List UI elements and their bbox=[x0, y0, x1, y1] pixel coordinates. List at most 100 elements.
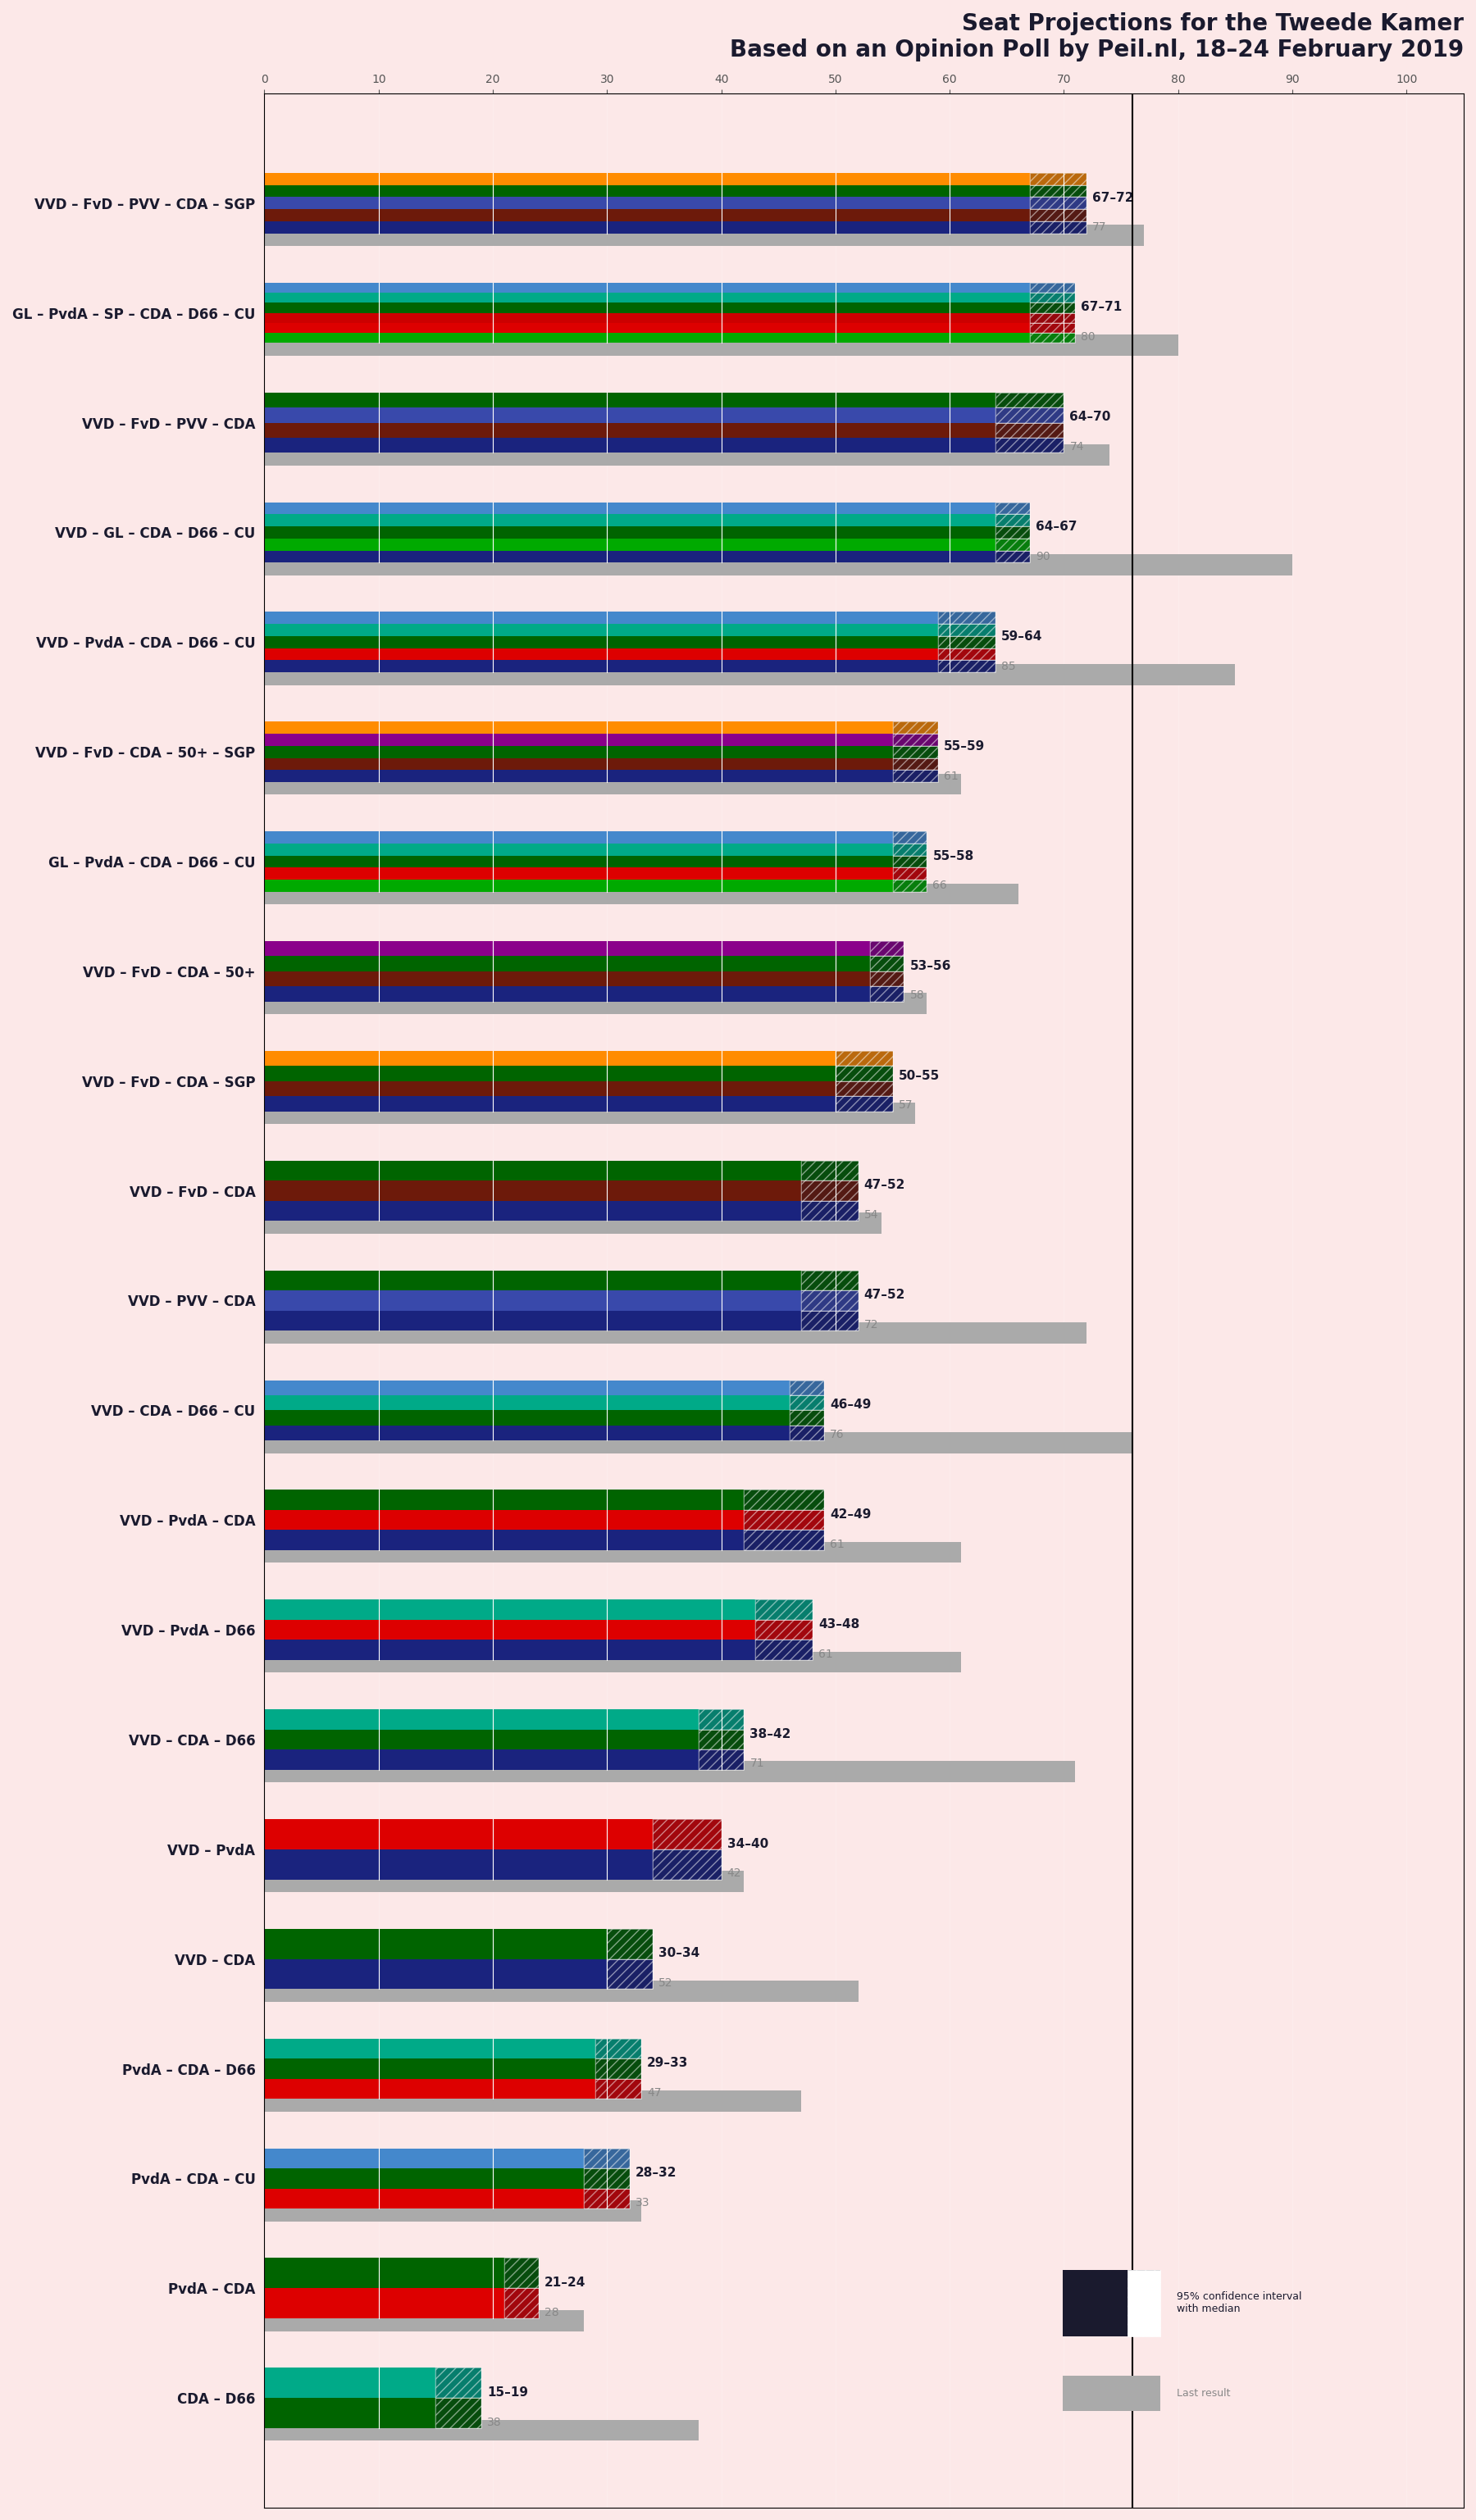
Bar bbox=[790, 1396, 824, 1411]
Bar bbox=[264, 2079, 596, 2099]
Bar bbox=[264, 648, 939, 660]
Text: 90: 90 bbox=[1035, 552, 1049, 562]
Bar bbox=[505, 2288, 539, 2318]
Text: 21–24: 21–24 bbox=[545, 2276, 586, 2288]
Bar bbox=[264, 1162, 859, 1222]
Bar bbox=[1063, 2271, 1160, 2336]
Bar bbox=[264, 771, 893, 781]
Bar bbox=[893, 867, 927, 879]
Bar bbox=[893, 746, 939, 759]
Bar bbox=[264, 1819, 722, 1880]
Text: 71: 71 bbox=[750, 1759, 765, 1769]
Bar bbox=[435, 2369, 481, 2399]
Text: 15–19: 15–19 bbox=[487, 2386, 528, 2399]
Text: 67–71: 67–71 bbox=[1080, 302, 1122, 312]
Bar bbox=[264, 1709, 744, 1769]
Bar bbox=[264, 2258, 505, 2288]
Bar bbox=[264, 940, 903, 1000]
Bar bbox=[584, 2150, 630, 2167]
Bar bbox=[801, 1202, 859, 1222]
Bar bbox=[790, 1396, 824, 1411]
Bar bbox=[264, 1709, 698, 1729]
Text: 58: 58 bbox=[909, 990, 924, 1000]
Bar bbox=[584, 2187, 630, 2208]
Text: 38–42: 38–42 bbox=[750, 1729, 791, 1741]
Text: 28–32: 28–32 bbox=[636, 2167, 677, 2180]
Bar bbox=[264, 1600, 756, 1620]
Bar bbox=[505, 2288, 539, 2318]
Bar bbox=[939, 625, 995, 635]
Bar bbox=[264, 746, 893, 759]
Bar bbox=[869, 970, 903, 985]
Bar bbox=[264, 282, 1030, 292]
Bar bbox=[698, 1709, 744, 1729]
Bar bbox=[995, 393, 1064, 408]
Bar bbox=[264, 1270, 859, 1331]
Bar bbox=[264, 2200, 642, 2220]
Bar bbox=[893, 771, 939, 781]
Bar bbox=[264, 2399, 435, 2429]
Bar bbox=[264, 1489, 824, 1550]
Bar bbox=[264, 885, 1018, 905]
Bar bbox=[995, 501, 1030, 514]
Bar bbox=[995, 549, 1030, 562]
Bar bbox=[835, 1051, 893, 1066]
Bar bbox=[756, 1641, 813, 1661]
Bar bbox=[744, 1489, 824, 1509]
Bar bbox=[264, 759, 893, 771]
Bar bbox=[264, 970, 869, 985]
Bar bbox=[1030, 184, 1086, 197]
Bar bbox=[744, 1489, 824, 1509]
Bar bbox=[264, 1981, 859, 2001]
Bar bbox=[435, 2399, 481, 2429]
Bar bbox=[869, 955, 903, 970]
Bar bbox=[790, 1411, 824, 1426]
Bar bbox=[264, 2258, 539, 2318]
Bar bbox=[995, 527, 1030, 539]
Bar bbox=[264, 844, 893, 857]
Bar bbox=[264, 1310, 801, 1331]
Bar bbox=[264, 1761, 1076, 1782]
Bar bbox=[995, 408, 1064, 423]
Text: 47: 47 bbox=[646, 2087, 661, 2099]
Text: 66: 66 bbox=[933, 879, 948, 892]
Bar bbox=[596, 2059, 642, 2079]
Bar bbox=[607, 1928, 652, 1958]
Bar bbox=[264, 323, 1030, 333]
Bar bbox=[264, 501, 995, 514]
Bar bbox=[939, 612, 995, 625]
Bar bbox=[995, 438, 1064, 454]
Bar bbox=[584, 2150, 630, 2167]
Bar bbox=[1030, 302, 1076, 312]
Bar bbox=[264, 2369, 435, 2399]
Bar bbox=[596, 2059, 642, 2079]
Bar bbox=[1030, 312, 1076, 323]
Bar bbox=[835, 1066, 893, 1081]
Bar bbox=[835, 1081, 893, 1096]
Text: 52: 52 bbox=[658, 1978, 673, 1988]
Bar bbox=[596, 2079, 642, 2099]
Bar bbox=[584, 2167, 630, 2187]
Bar bbox=[995, 514, 1030, 527]
Bar bbox=[264, 1096, 835, 1111]
Bar bbox=[264, 1290, 801, 1310]
Bar bbox=[801, 1202, 859, 1222]
Bar bbox=[264, 1928, 607, 1958]
Text: 55–59: 55–59 bbox=[945, 741, 984, 753]
Bar bbox=[869, 985, 903, 1000]
Bar bbox=[596, 2079, 642, 2099]
Bar bbox=[756, 1620, 813, 1641]
Bar bbox=[1030, 222, 1086, 234]
Bar bbox=[264, 1162, 801, 1182]
Bar bbox=[869, 955, 903, 970]
Bar bbox=[596, 2039, 642, 2059]
Bar bbox=[835, 1081, 893, 1096]
Bar bbox=[264, 2187, 584, 2208]
Bar bbox=[893, 879, 927, 892]
Text: 33: 33 bbox=[636, 2197, 649, 2208]
Bar bbox=[264, 444, 1110, 466]
Bar bbox=[1030, 292, 1076, 302]
Bar bbox=[756, 1600, 813, 1620]
Bar bbox=[264, 612, 995, 673]
Bar bbox=[264, 1426, 790, 1441]
